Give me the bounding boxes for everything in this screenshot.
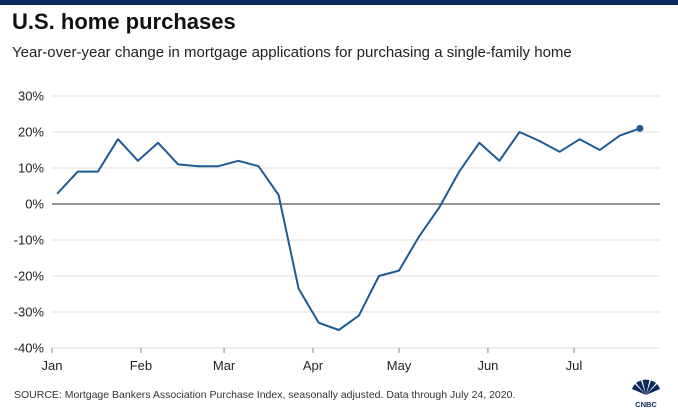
- y-tick-label: 0%: [25, 197, 44, 212]
- x-tick-label: May: [387, 358, 412, 373]
- x-tick-label: Mar: [213, 358, 236, 373]
- y-tick-label: -10%: [14, 233, 45, 248]
- chart-title: U.S. home purchases: [12, 9, 236, 34]
- source-note: SOURCE: Mortgage Bankers Association Pur…: [14, 389, 516, 401]
- y-tick-label: -40%: [14, 341, 45, 356]
- end-point-marker: [636, 124, 644, 132]
- x-tick-label: Jul: [566, 358, 583, 373]
- y-tick-label: 30%: [18, 89, 44, 104]
- chart-subtitle: Year-over-year change in mortgage applic…: [12, 44, 572, 61]
- y-tick-label: 20%: [18, 125, 44, 140]
- top-bar: [0, 0, 678, 5]
- x-tick-label: Jun: [477, 358, 498, 373]
- y-tick-label: 10%: [18, 161, 44, 176]
- x-tick-label: Apr: [303, 358, 324, 373]
- x-tick-label: Feb: [130, 358, 152, 373]
- series-line: [56, 127, 641, 331]
- cnbc-peacock-logo: CNBC: [632, 379, 660, 409]
- x-tick-label: Jan: [42, 358, 63, 373]
- y-tick-label: -30%: [14, 305, 45, 320]
- y-tick-label: -20%: [14, 269, 45, 284]
- logo-text: CNBC: [635, 400, 657, 409]
